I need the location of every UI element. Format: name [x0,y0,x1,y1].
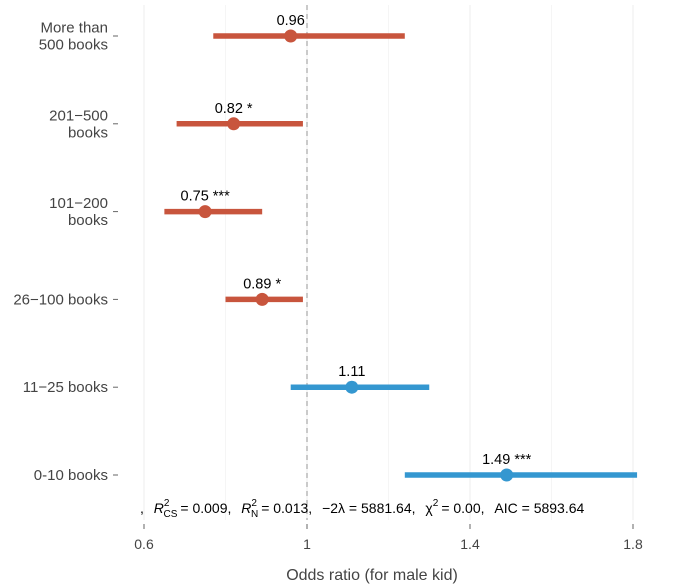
x-axis-title: Odds ratio (for male kid) [286,567,458,584]
estimate-label: 0.89 * [243,276,281,292]
estimate-label: 1.11 [338,364,365,380]
point-estimate [500,468,514,482]
r2cs-value: = 0.009, [180,500,231,516]
r2n-superscript: 2 [251,498,257,509]
aic-value: AIC = 5893.64 [494,500,584,516]
estimate-label: 0.82 * [215,101,253,117]
model-fit-statistics: , R2 CS = 0.009, R2 N = 0.013, −2λ = 5881.64… [140,498,585,520]
estimate-label: 0.75 *** [181,189,231,205]
y-axis-label: 0-10 books [34,467,108,484]
stats-prefix: , [140,500,144,516]
log-likelihood: −2λ = 5881.64, [322,500,415,516]
y-axis-label: 500 books [39,37,108,54]
y-axis-label: books [68,212,108,229]
x-tick-label: 1.8 [623,536,643,552]
x-tick-label: 0.6 [134,536,154,552]
y-axis-label: books [68,124,108,141]
y-axis-label: 11−25 books [23,379,108,396]
y-axis-label: More than [40,20,108,37]
y-axis-label: 201−500 [49,107,108,124]
r2cs-symbol: R [154,500,164,516]
x-axis-ticks: 0.6 1 1.4 1.8 [134,524,643,552]
y-axis-label: 26−100 books [13,291,108,308]
x-tick-label: 1 [303,536,311,552]
r2cs-superscript: 2 [164,498,170,509]
grid-lines [143,5,634,520]
chi-value: = 0.00, [441,500,484,516]
r2cs-subscript: CS [163,509,177,520]
estimate-rows: 0.96 0.82 * 0.75 *** 0.89 * 1.11 1.49 *** [164,13,638,482]
chi-superscript: 2 [433,498,439,509]
point-estimate [345,380,359,394]
estimate-label: 0.96 [277,13,305,29]
point-estimate [255,292,269,306]
r2n-symbol: R [241,500,251,516]
point-estimate [227,117,241,131]
chi-symbol: χ [425,500,433,516]
r2n-value: = 0.013, [261,500,312,516]
r2n-subscript: N [251,509,258,520]
y-axis-label: 101−200 [49,195,108,212]
estimate-label: 1.49 *** [482,452,532,468]
x-tick-label: 1.4 [460,536,480,552]
point-estimate [198,205,212,219]
point-estimate [284,29,298,43]
